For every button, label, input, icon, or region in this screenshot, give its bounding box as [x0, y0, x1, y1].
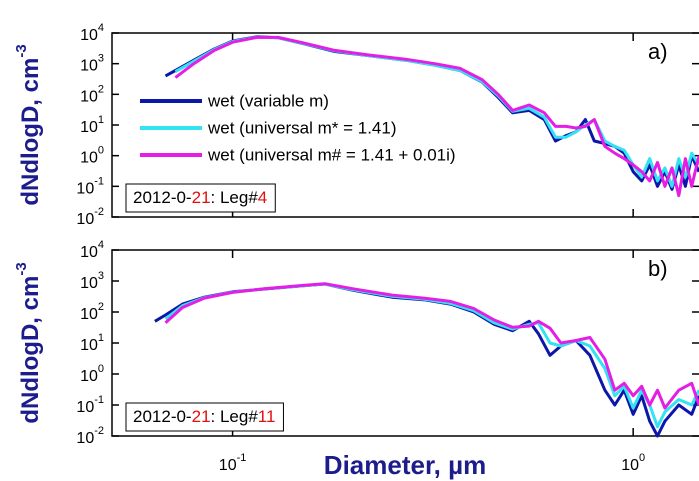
y-axis-label-base: dNdlogD, cm [17, 276, 44, 424]
y-tick-label: 102 [80, 301, 104, 323]
y-axis-label-exp: -3 [13, 262, 30, 275]
y-tick-label: 101 [80, 114, 104, 136]
annotation-part: 21 [192, 407, 211, 426]
y-tick-base: 10 [80, 306, 98, 323]
y-tick-base: 10 [80, 368, 98, 385]
y-tick-base: 10 [80, 58, 98, 75]
y-tick-label: 103 [80, 53, 104, 75]
annotation-box [125, 402, 284, 432]
y-tick-label: 104 [80, 22, 104, 44]
y-tick-base: 10 [76, 211, 94, 228]
y-tick-label: 101 [80, 332, 104, 354]
annotation-part: 11 [258, 407, 276, 426]
annotation-part: : Leg# [211, 188, 259, 207]
y-tick-exp: 3 [98, 270, 104, 282]
y-tick-label: 10-1 [76, 394, 104, 416]
y-tick-exp: 1 [98, 332, 104, 344]
y-tick-base: 10 [80, 337, 98, 354]
y-tick-base: 10 [80, 150, 98, 167]
annotation-part: 4 [258, 188, 267, 207]
panel-label: a) [648, 39, 668, 64]
annotation-part: 2012-0- [133, 188, 192, 207]
y-axis-label-exp: -3 [13, 44, 30, 57]
y-tick-label: 10-1 [76, 175, 104, 197]
y-tick-exp: 4 [98, 22, 104, 34]
y-tick-label: 103 [80, 270, 104, 292]
y-tick-exp: -2 [94, 425, 104, 437]
y-tick-label: 104 [80, 239, 104, 261]
y-tick-base: 10 [80, 89, 98, 106]
annotation-text: 2012-0-21: Leg#4 [133, 188, 267, 207]
y-tick-label: 102 [80, 83, 104, 105]
annotation-text: 2012-0-21: Leg#11 [133, 407, 275, 426]
y-tick-exp: 0 [98, 363, 104, 375]
annotation: 2012-0-21: Leg#4 [125, 183, 276, 213]
x-tick-label: 100 [621, 452, 645, 474]
y-axis-label: dNdlogD, cm-3 [13, 44, 44, 205]
y-tick-exp: -1 [94, 394, 104, 406]
x-axis-label: Diameter, µm [324, 450, 486, 480]
y-axis-label: dNdlogD, cm-3 [13, 262, 44, 423]
y-tick-label: 10-2 [76, 425, 104, 447]
legend-label: wet (variable m) [207, 91, 329, 110]
y-tick-base: 10 [80, 27, 98, 44]
y-tick-exp: 4 [98, 239, 104, 251]
y-tick-exp: -1 [94, 175, 104, 187]
y-axis-label-base: dNdlogD, cm [17, 58, 44, 206]
annotation: 2012-0-21: Leg#11 [125, 402, 284, 432]
annotation-part: 21 [192, 188, 211, 207]
annotation-part: : Leg# [211, 407, 259, 426]
panel-label: b) [648, 256, 668, 281]
x-tick-exp: -1 [237, 452, 247, 464]
x-tick-exp: 0 [639, 452, 645, 464]
series-line [164, 282, 699, 410]
y-tick-exp: 2 [98, 301, 104, 313]
y-tick-base: 10 [76, 399, 94, 416]
x-tick-base: 10 [621, 457, 639, 474]
series-line [174, 35, 699, 198]
y-tick-label: 100 [80, 363, 104, 385]
y-tick-base: 10 [80, 119, 98, 136]
y-tick-exp: 2 [98, 83, 104, 95]
y-tick-base: 10 [76, 181, 94, 198]
y-tick-base: 10 [80, 275, 98, 292]
y-tick-exp: 0 [98, 145, 104, 157]
y-tick-base: 10 [80, 244, 98, 261]
y-tick-exp: 3 [98, 53, 104, 65]
y-tick-base: 10 [76, 430, 94, 447]
annotation-part: 2012-0- [133, 407, 192, 426]
annotation-box [125, 183, 276, 213]
series-line [164, 35, 699, 191]
y-tick-label: 10-2 [76, 206, 104, 228]
legend-label: wet (universal m* = 1.41) [207, 118, 397, 137]
y-tick-exp: 1 [98, 114, 104, 126]
y-tick-exp: -2 [94, 206, 104, 218]
legend-label: wet (universal m# = 1.41 + 0.01i) [207, 145, 456, 164]
x-tick-base: 10 [219, 457, 237, 474]
x-tick-label: 10-1 [219, 452, 247, 474]
y-tick-label: 100 [80, 145, 104, 167]
